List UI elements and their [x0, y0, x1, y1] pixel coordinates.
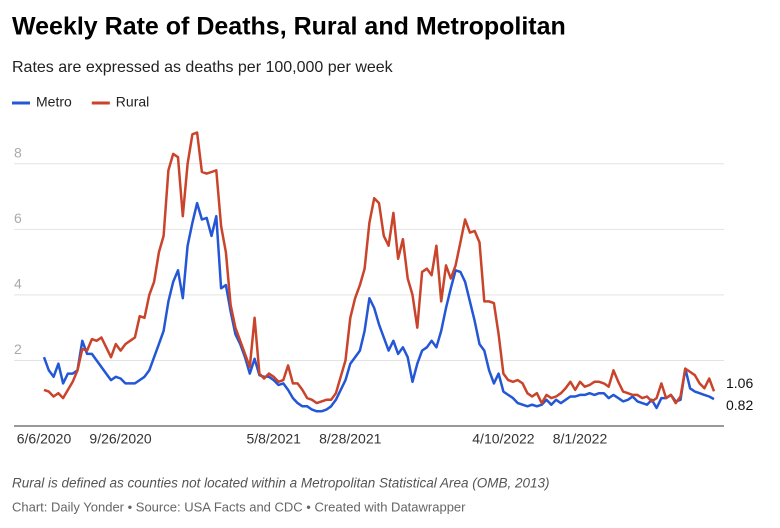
chart-source: Chart: Daily Yonder • Source: USA Facts … [12, 499, 466, 514]
y-tick-label: 4 [14, 276, 22, 292]
legend-label: Rural [116, 94, 149, 110]
series-line [43, 131, 716, 405]
chart-notes: Rural is defined as counties not located… [12, 476, 550, 491]
end-label: 0.82 [726, 397, 753, 413]
chart-subtitle: Rates are expressed as deaths per 100,00… [12, 59, 394, 76]
x-tick-label: 8/1/2022 [553, 431, 608, 447]
x-tick-label: 5/8/2021 [246, 431, 301, 447]
series-line [42, 201, 715, 413]
y-tick-label: 8 [14, 144, 22, 160]
x-tick-label: 8/28/2021 [319, 431, 381, 447]
x-tick-label: 9/26/2020 [89, 431, 151, 447]
x-tick-label: 6/6/2020 [17, 431, 72, 447]
y-tick-label: 6 [14, 210, 22, 226]
x-tick-label: 4/10/2022 [472, 431, 534, 447]
end-label: 1.06 [726, 375, 753, 391]
chart-title: Weekly Rate of Deaths, Rural and Metropo… [12, 13, 566, 41]
y-tick-label: 2 [14, 341, 22, 357]
legend-label: Metro [36, 94, 72, 110]
